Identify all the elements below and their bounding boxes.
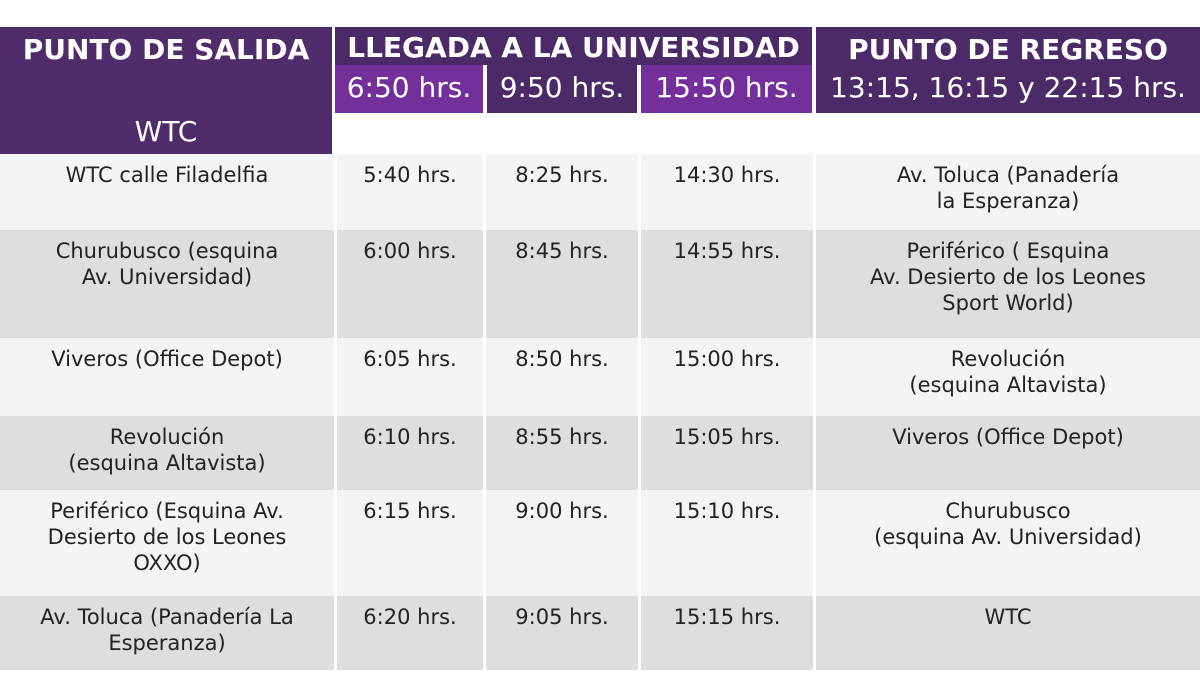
time-cell: 14:55 hrs. bbox=[673, 239, 781, 263]
regreso-cell: Av. Toluca (Panadería la Esperanza) bbox=[896, 163, 1120, 213]
salida-cell: Churubusco (esquina Av. Universidad) bbox=[55, 239, 279, 289]
table-row: Av. Toluca (Panadería La Esperanza) 6:20… bbox=[0, 596, 1200, 670]
salida-cell: Revolución (esquina Altavista) bbox=[68, 425, 266, 475]
llegada-time: 6:50 hrs. bbox=[346, 71, 472, 104]
llegada-title: LLEGADA A LA UNIVERSIDAD bbox=[347, 31, 800, 64]
header-llegada-time-1: 6:50 hrs. bbox=[335, 65, 483, 113]
table-row: Churubusco (esquina Av. Universidad) 6:0… bbox=[0, 230, 1200, 338]
regreso-times: 13:15, 16:15 y 22:15 hrs. bbox=[830, 71, 1186, 104]
time-cell: 8:45 hrs. bbox=[515, 239, 609, 263]
regreso-cell: WTC bbox=[984, 605, 1032, 629]
time-cell: 15:15 hrs. bbox=[673, 605, 781, 629]
time-cell: 14:30 hrs. bbox=[673, 163, 781, 187]
regreso-cell: Periférico ( Esquina Av. Desierto de los… bbox=[870, 239, 1146, 315]
time-cell: 6:10 hrs. bbox=[363, 425, 457, 449]
regreso-title: PUNTO DE REGRESO bbox=[848, 33, 1168, 66]
regreso-cell: Viveros (Office Depot) bbox=[892, 425, 1124, 449]
time-cell: 8:25 hrs. bbox=[515, 163, 609, 187]
time-cell: 6:15 hrs. bbox=[363, 499, 457, 523]
time-cell: 8:50 hrs. bbox=[515, 347, 609, 371]
header-salida: PUNTO DE SALIDA WTC bbox=[0, 27, 332, 154]
header-llegada-time-3: 15:50 hrs. bbox=[641, 65, 812, 113]
salida-cell: Av. Toluca (Panadería La Esperanza) bbox=[40, 605, 294, 655]
time-cell: 9:05 hrs. bbox=[515, 605, 609, 629]
time-cell: 15:10 hrs. bbox=[673, 499, 781, 523]
time-cell: 6:00 hrs. bbox=[363, 239, 457, 263]
table-row: Periférico (Esquina Av. Desierto de los … bbox=[0, 490, 1200, 596]
table-row: Viveros (Office Depot) 6:05 hrs. 8:50 hr… bbox=[0, 338, 1200, 416]
time-cell: 9:00 hrs. bbox=[515, 499, 609, 523]
header-regreso: PUNTO DE REGRESO 13:15, 16:15 y 22:15 hr… bbox=[816, 27, 1200, 113]
time-cell: 15:00 hrs. bbox=[673, 347, 781, 371]
llegada-time: 15:50 hrs. bbox=[655, 71, 798, 104]
header-llegada-time-2: 9:50 hrs. bbox=[487, 65, 637, 113]
table-row: WTC calle Filadelfia 5:40 hrs. 8:25 hrs.… bbox=[0, 154, 1200, 230]
salida-cell: Periférico (Esquina Av. Desierto de los … bbox=[47, 499, 287, 575]
salida-subtitle: WTC bbox=[134, 115, 198, 148]
time-cell: 15:05 hrs. bbox=[673, 425, 781, 449]
salida-title: PUNTO DE SALIDA bbox=[22, 33, 310, 66]
regreso-cell: Revolución (esquina Altavista) bbox=[909, 347, 1107, 397]
time-cell: 6:20 hrs. bbox=[363, 605, 457, 629]
time-cell: 6:05 hrs. bbox=[363, 347, 457, 371]
time-cell: 5:40 hrs. bbox=[363, 163, 457, 187]
salida-cell: Viveros (Office Depot) bbox=[51, 347, 283, 371]
table-row: Revolución (esquina Altavista) 6:10 hrs.… bbox=[0, 416, 1200, 490]
llegada-time: 9:50 hrs. bbox=[499, 71, 625, 104]
header-llegada: LLEGADA A LA UNIVERSIDAD bbox=[335, 27, 812, 65]
regreso-cell: Churubusco (esquina Av. Universidad) bbox=[874, 499, 1142, 549]
salida-cell: WTC calle Filadelfia bbox=[65, 163, 269, 187]
time-cell: 8:55 hrs. bbox=[515, 425, 609, 449]
